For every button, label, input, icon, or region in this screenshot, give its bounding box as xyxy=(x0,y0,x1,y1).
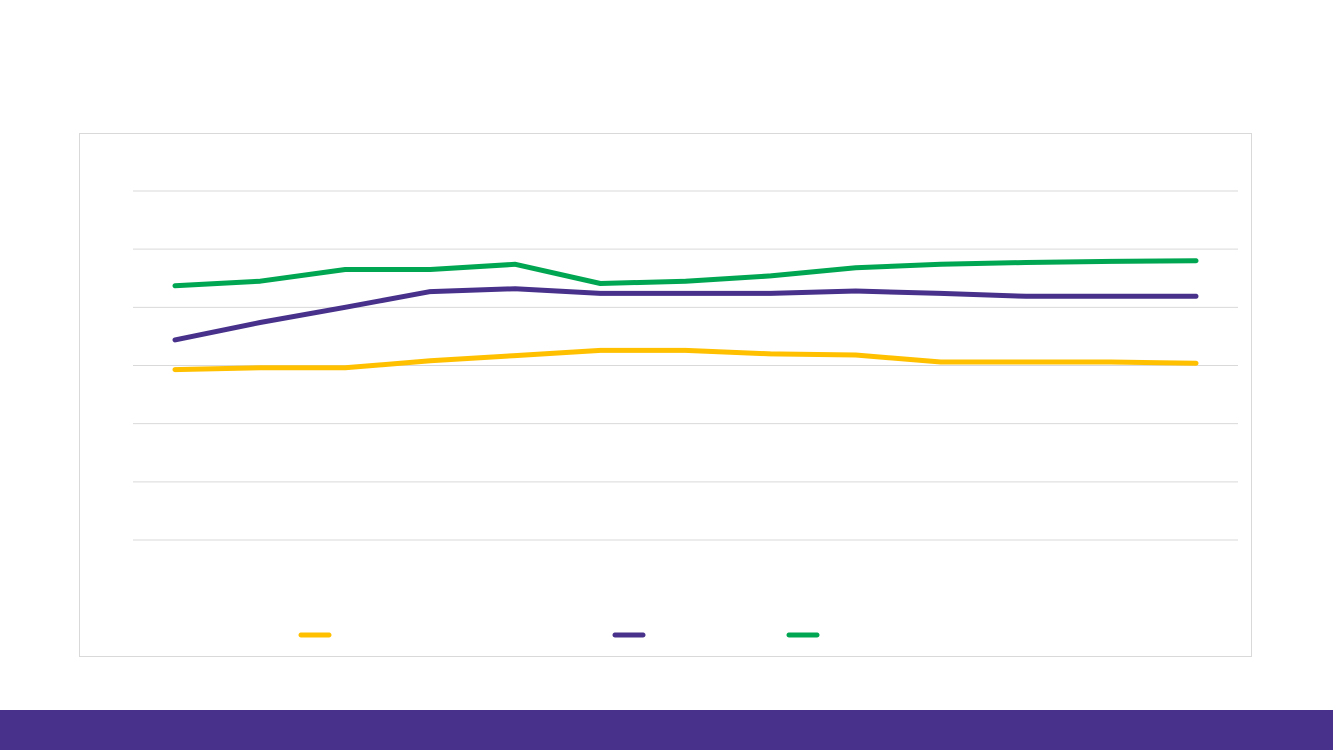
line-chart xyxy=(133,190,1238,638)
slide-title xyxy=(80,40,1253,100)
footer-bar xyxy=(0,710,1333,750)
series-line-1 xyxy=(172,347,1199,373)
chart-frame xyxy=(79,133,1252,657)
series-line-2 xyxy=(172,286,1199,343)
series-line-3 xyxy=(172,258,1199,289)
series-lines xyxy=(172,258,1199,373)
